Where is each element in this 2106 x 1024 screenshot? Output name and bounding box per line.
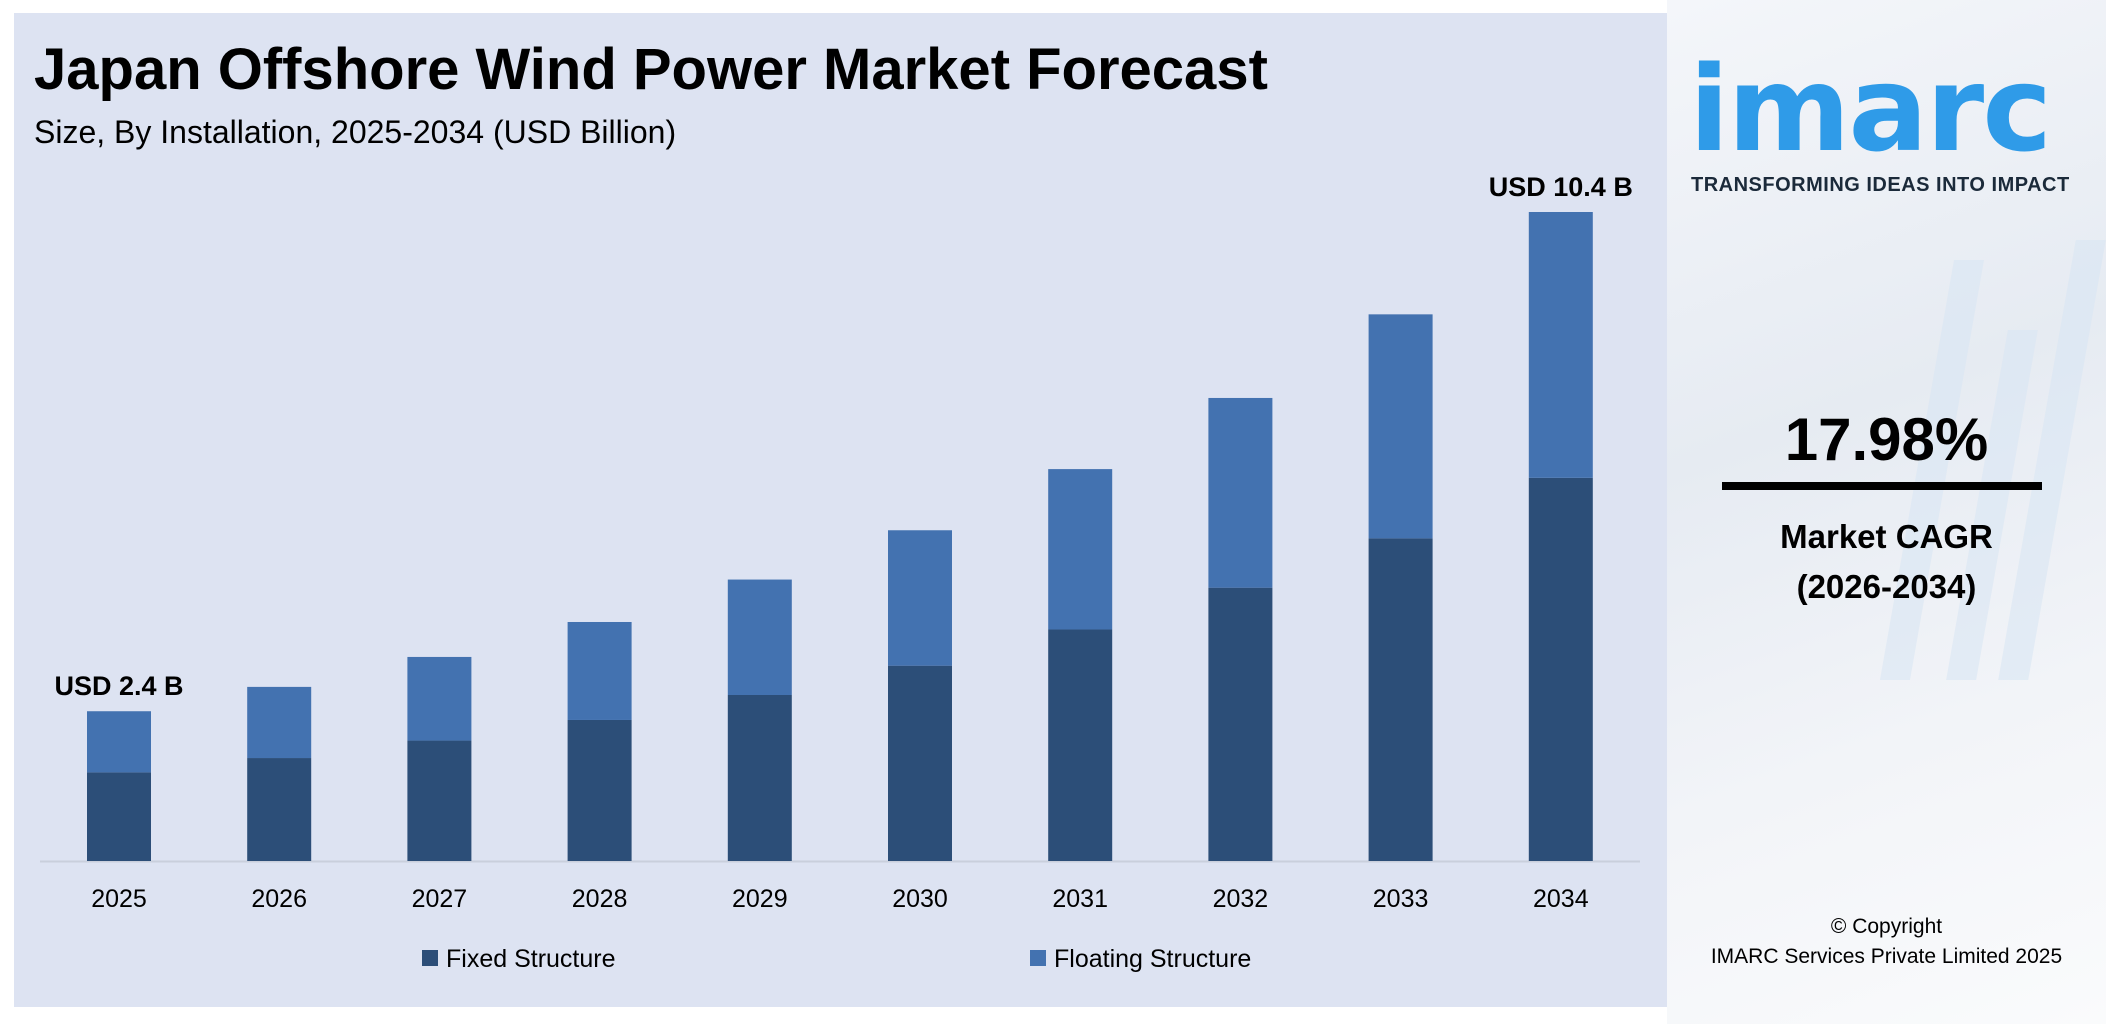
- chart-title: Japan Offshore Wind Power Market Forecas…: [34, 37, 1268, 102]
- x-tick-label: 2026: [251, 885, 307, 913]
- copyright-block: © Copyright IMARC Services Private Limit…: [1667, 912, 2106, 972]
- logo-tagline: TRANSFORMING IDEAS INTO IMPACT: [1691, 174, 2070, 196]
- x-tick-label: 2032: [1213, 885, 1269, 913]
- bar-floating-structure-2032: [1208, 397, 1273, 588]
- bar-floating-structure-2026: [247, 686, 312, 759]
- x-tick-label: 2025: [91, 885, 147, 913]
- bar-floating-structure-2033: [1368, 314, 1433, 539]
- bar-fixed-structure-2026: [247, 758, 312, 861]
- x-tick-label: 2029: [732, 885, 788, 913]
- legend-swatch: [422, 950, 438, 966]
- x-tick-label: 2030: [892, 885, 948, 913]
- data-label-total: USD 10.4 B: [1489, 172, 1633, 202]
- legend-swatch: [1030, 950, 1046, 966]
- x-tick-label: 2031: [1052, 885, 1108, 913]
- legend-label: Floating Structure: [1054, 945, 1251, 973]
- bar-fixed-structure-2034: [1528, 477, 1593, 861]
- data-label-total: USD 2.4 B: [54, 671, 183, 701]
- bar-floating-structure-2031: [1048, 469, 1113, 630]
- cagr-label-block: Market CAGR (2026-2034): [1667, 512, 2106, 612]
- legend-label: Fixed Structure: [446, 945, 616, 973]
- bar-fixed-structure-2031: [1048, 629, 1113, 861]
- bar-floating-structure-2027: [407, 656, 472, 741]
- chart-subtitle: Size, By Installation, 2025-2034 (USD Bi…: [34, 114, 677, 150]
- bar-floating-structure-2025: [87, 711, 151, 773]
- imarc-logo: imarc: [1689, 40, 2052, 178]
- bar-fixed-structure-2032: [1208, 587, 1273, 861]
- divider: [1722, 482, 2042, 490]
- bar-floating-structure-2029: [727, 579, 792, 696]
- x-tick-label: 2027: [412, 885, 468, 913]
- bar-floating-structure-2028: [567, 621, 632, 720]
- cagr-value: 17.98%: [1784, 406, 1989, 473]
- x-tick-label: 2034: [1533, 885, 1589, 913]
- bar-fixed-structure-2027: [407, 740, 472, 861]
- cagr-label: Market CAGR: [1780, 518, 1993, 555]
- bar-floating-structure-2030: [888, 530, 952, 666]
- company-name: IMARC Services Private Limited 2025: [1710, 945, 2063, 968]
- cagr-period: (2026-2034): [1796, 568, 1977, 605]
- bar-fixed-structure-2030: [888, 665, 952, 861]
- x-tick-label: 2028: [572, 885, 628, 913]
- copyright: © Copyright: [1830, 915, 1943, 938]
- bar-chart: 2025 USD 2.4 B 2026 2027 2028 2029 2030 2031 203…: [40, 172, 1640, 973]
- bar-floating-structure-2034: [1528, 212, 1593, 478]
- bar-fixed-structure-2025: [87, 772, 151, 861]
- bar-fixed-structure-2029: [727, 695, 792, 861]
- bar-fixed-structure-2028: [567, 719, 632, 861]
- side-panel: imarc TRANSFORMING IDEAS INTO IMPACT 17.…: [1667, 0, 2106, 1024]
- bar-fixed-structure-2033: [1368, 538, 1433, 861]
- x-tick-label: 2033: [1373, 885, 1429, 913]
